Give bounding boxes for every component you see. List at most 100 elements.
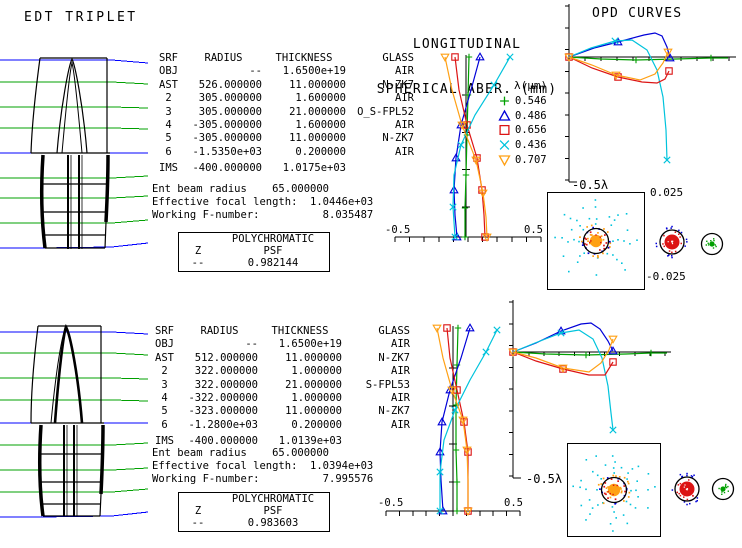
surface-table-row: 3 305.000000 21.000000 O_S-FPL52 (165, 105, 414, 118)
ent-beam-radius-line: Ent beam radius 65.000000 (152, 447, 330, 459)
lsa-xmax-label: 0.5 (504, 497, 523, 509)
opd-plot-title: OPD CURVES (592, 6, 683, 21)
spot-diagram-red-1 (655, 225, 688, 259)
surface-table-row: IMS -400.000000 1.0139e+03 (155, 435, 342, 448)
opd-plot-1: -0.5λ (564, 4, 736, 192)
beam-info-1: Ent beam radius 65.000000 Effective foca… (152, 183, 373, 222)
surface-table-body: OBJ -- 1.6500e+19 AIR AST 512.000000 11.000000… (148, 338, 410, 448)
opd-curves (508, 322, 667, 434)
surface-table-row: IMS -400.000000 1.0175e+03 (159, 162, 346, 175)
psf-header: POLYCHROMATIC (231, 493, 315, 505)
page-title: EDT TRIPLET (24, 10, 138, 25)
spot-dots (711, 477, 735, 501)
surface-table-row: 4 -305.000000 1.600000 AIR (165, 119, 414, 132)
beam-info-2: Ent beam radius 65.000000 Effective foca… (152, 447, 373, 486)
legend-entry: 0.707 (497, 152, 547, 167)
surface-table-body: OBJ -- 1.6500e+19 AIR AST 526.000000 11.000000… (152, 65, 414, 175)
spot-dots (572, 455, 656, 532)
legend-entries: 0.546 0.486 0.656 0.436 0.707 (497, 94, 547, 167)
lens-layout-drawing-2 (0, 324, 148, 518)
surface-table-row: 5 -305.000000 11.000000 N-ZK7 (165, 132, 414, 145)
spot-diagram-field-2 (567, 443, 661, 537)
lsa-curves (432, 323, 501, 516)
legend-value: 0.656 (515, 124, 547, 137)
legend-value: 0.546 (515, 95, 547, 108)
opd-scale-label: -0.5λ (572, 178, 608, 192)
spot-diagram-field-1 (547, 192, 645, 290)
spot-dots (554, 199, 638, 276)
ent-beam-radius-line: Ent beam radius 65.000000 (152, 183, 330, 195)
lens-outline (30, 57, 110, 249)
surface-table-row: AST 526.000000 11.000000 N-ZK7 (159, 78, 414, 91)
legend-value: 0.486 (515, 109, 547, 122)
legend-title: λ(μm) (514, 79, 548, 92)
opd-axes (509, 300, 671, 479)
surface-table-header: SRF RADIUS THICKNESS GLASS (155, 325, 410, 337)
spot-diagram-green-1 (700, 232, 724, 256)
opd-axes (565, 4, 736, 183)
surface-table-row: 2 322.000000 1.000000 AIR (161, 365, 410, 378)
working-f-number-line: Working F-number: 8.035487 (152, 209, 374, 221)
legend-value: 0.707 (515, 153, 547, 166)
surface-data-table-2: SRF RADIUS THICKNESS GLASS OBJ -- 1.6500e+… (148, 325, 410, 449)
opd-scale-label: -0.5λ (526, 472, 562, 486)
ray-trace-lines (0, 59, 148, 249)
psf-box-2: POLYCHROMATIC Z PSF -- 0.983603 (178, 492, 330, 532)
lens-outline (30, 324, 105, 517)
surface-table-row: 6 -1.2800e+03 0.200000 AIR (161, 418, 410, 431)
lens-layout-drawing-1 (0, 57, 148, 249)
lsa-xmin-label: -0.5 (378, 497, 403, 509)
lsa-plot-2: -0.5 0.5 (378, 323, 523, 516)
legend-entry: 0.436 (497, 138, 547, 153)
psf-z-value: -- (191, 256, 205, 269)
psf-col-label: PSF (263, 244, 283, 257)
surface-table-row: 3 322.000000 21.000000 S-FPL53 (161, 378, 410, 391)
wavelength-legend: λ(μm) 0.546 0.486 0.656 0.436 0.707 (497, 79, 547, 167)
spot-dots (700, 232, 724, 256)
psf-box-1: POLYCHROMATIC Z PSF -- 0.982144 (178, 232, 330, 272)
surface-table-row: 5 -323.000000 11.000000 N-ZK7 (161, 405, 410, 418)
lsa-plot-title: LONGITUDINAL SPHERICAL ABER. (mm) (376, 37, 558, 97)
effective-focal-length-line: Effective focal length: 1.0446e+03 (152, 196, 374, 208)
lsa-plot-1: -0.5 0.5 (385, 52, 543, 242)
lsa-axes (385, 326, 521, 516)
psf-z-label: Z (194, 504, 202, 517)
psf-col-label: PSF (263, 504, 283, 517)
psf-header: POLYCHROMATIC (231, 233, 315, 245)
opd-plot-2: -0.5λ (508, 300, 671, 486)
surface-table-row: 6 -1.5350e+03 0.200000 AIR (165, 145, 414, 158)
surface-table-row: 2 305.000000 1.600000 AIR (165, 92, 414, 105)
spot-diagram-green-2 (711, 477, 735, 501)
spot-scale-min-label: -0.025 (646, 270, 686, 283)
psf-z-value: -- (191, 516, 205, 529)
surface-table-row: AST 512.000000 11.000000 N-ZK7 (155, 351, 410, 364)
lsa-xmax-label: 0.5 (524, 224, 543, 236)
effective-focal-length-line: Effective focal length: 1.0394e+03 (152, 460, 374, 472)
surface-table-row: 4 -322.000000 1.000000 AIR (161, 392, 410, 405)
surface-table-row: OBJ -- 1.6500e+19 AIR (155, 338, 410, 351)
lsa-curves (440, 52, 514, 242)
legend-entry: 0.486 (497, 109, 547, 124)
spot-dots (671, 472, 700, 506)
psf-value: 0.983603 (247, 516, 299, 529)
triangle-down-marker-icon (498, 155, 511, 167)
spot-scale-max-label: 0.025 (650, 186, 684, 199)
surface-table-row: OBJ -- 1.6500e+19 AIR (159, 65, 414, 78)
legend-entry: 0.546 (497, 94, 547, 109)
plus-marker-icon (500, 96, 509, 106)
legend-value: 0.436 (515, 139, 547, 152)
psf-z-label: Z (194, 244, 202, 257)
legend-entry: 0.656 (497, 123, 547, 138)
surface-data-table-1: SRF RADIUS THICKNESS GLASS OBJ -- 1.6500e+… (152, 52, 414, 176)
psf-value: 0.982144 (247, 256, 299, 269)
lsa-xmin-label: -0.5 (385, 224, 410, 236)
triangle-up-marker-icon (498, 109, 511, 121)
opd-curves (564, 32, 728, 164)
square-marker-icon (499, 125, 510, 136)
working-f-number-line: Working F-number: 7.995576 (152, 473, 374, 485)
x-marker-icon (499, 140, 510, 150)
spot-dots (655, 225, 688, 259)
spot-diagram-red-2 (671, 472, 700, 506)
surface-table-header: SRF RADIUS THICKNESS GLASS (159, 52, 414, 64)
